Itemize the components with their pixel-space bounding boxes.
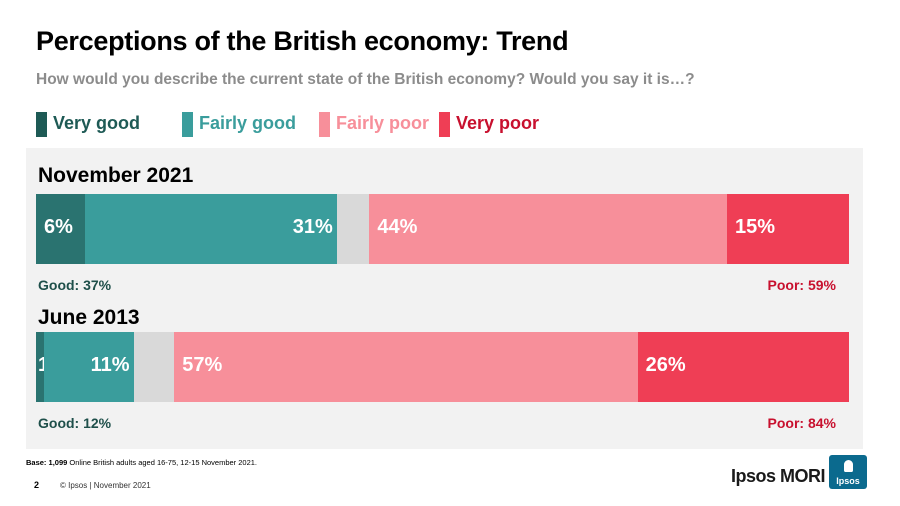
bar-segment-don-t-know	[336, 194, 370, 264]
group-title-nov-2021: November 2021	[38, 164, 194, 187]
legend-swatch-very-poor	[439, 112, 450, 137]
legend-label-fairly-poor: Fairly poor	[336, 113, 430, 133]
group-title-jun-2013: June 2013	[38, 306, 140, 329]
bar-segment-fairly-poor	[174, 332, 638, 402]
ipsos-logo-mark-icon	[844, 460, 853, 472]
base-note-count: 1,099	[48, 458, 68, 467]
bar-segment-very-good	[36, 332, 45, 402]
bar-segment-fairly-good	[44, 332, 134, 402]
data-label-very-good: 6%	[44, 216, 73, 238]
net-poor-jun-2013: Poor: 84%	[767, 415, 836, 431]
copyright-text: © Ipsos | November 2021	[60, 481, 151, 490]
bar-segment-very-poor	[637, 332, 849, 402]
ipsos-logo-badge-text: Ipsos	[836, 476, 860, 486]
legend-label-very-good: Very good	[53, 113, 141, 133]
data-label-fairly-poor: 57%	[182, 354, 223, 376]
page-title: Perceptions of the British economy: Tren…	[36, 26, 569, 56]
bar-jun-2013: 1%11%57%26%	[36, 332, 849, 402]
data-label-fairly-good: 11%	[90, 354, 130, 376]
data-label-very-poor: 26%	[645, 354, 686, 376]
ipsos-mori-logo-text: Ipsos MORI	[731, 466, 826, 486]
data-label-very-poor: 15%	[735, 216, 776, 238]
base-note-text: Online British adults aged 16-75, 12-15 …	[69, 458, 258, 467]
bar-segment-very-poor	[727, 194, 849, 264]
bar-segment-fairly-good	[84, 194, 337, 264]
base-note: Base: 1,099 Online British adults aged 1…	[26, 458, 257, 467]
bar-segment-fairly-poor	[369, 194, 728, 264]
legend-label-very-poor: Very poor	[456, 113, 540, 133]
page-number: 2	[34, 480, 40, 490]
net-poor-nov-2021: Poor: 59%	[767, 277, 836, 293]
net-good-nov-2021: Good: 37%	[38, 277, 112, 293]
legend-swatch-fairly-good	[182, 112, 193, 137]
legend-swatch-very-good	[36, 112, 47, 137]
bar-segment-very-good	[36, 194, 85, 264]
data-label-fairly-good: 31%	[292, 216, 333, 238]
page-subtitle: How would you describe the current state…	[36, 71, 695, 88]
bar-segment-don-t-know	[133, 332, 175, 402]
data-label-fairly-poor: 44%	[377, 216, 418, 238]
net-good-jun-2013: Good: 12%	[38, 415, 112, 431]
bar-nov-2021: 6% 31% 44% 15%	[36, 194, 849, 264]
legend-label-fairly-good: Fairly good	[199, 113, 297, 133]
base-note-label: Base:	[26, 458, 47, 467]
ipsos-logo-badge: Ipsos	[829, 455, 867, 489]
legend-swatch-fairly-poor	[319, 112, 330, 137]
